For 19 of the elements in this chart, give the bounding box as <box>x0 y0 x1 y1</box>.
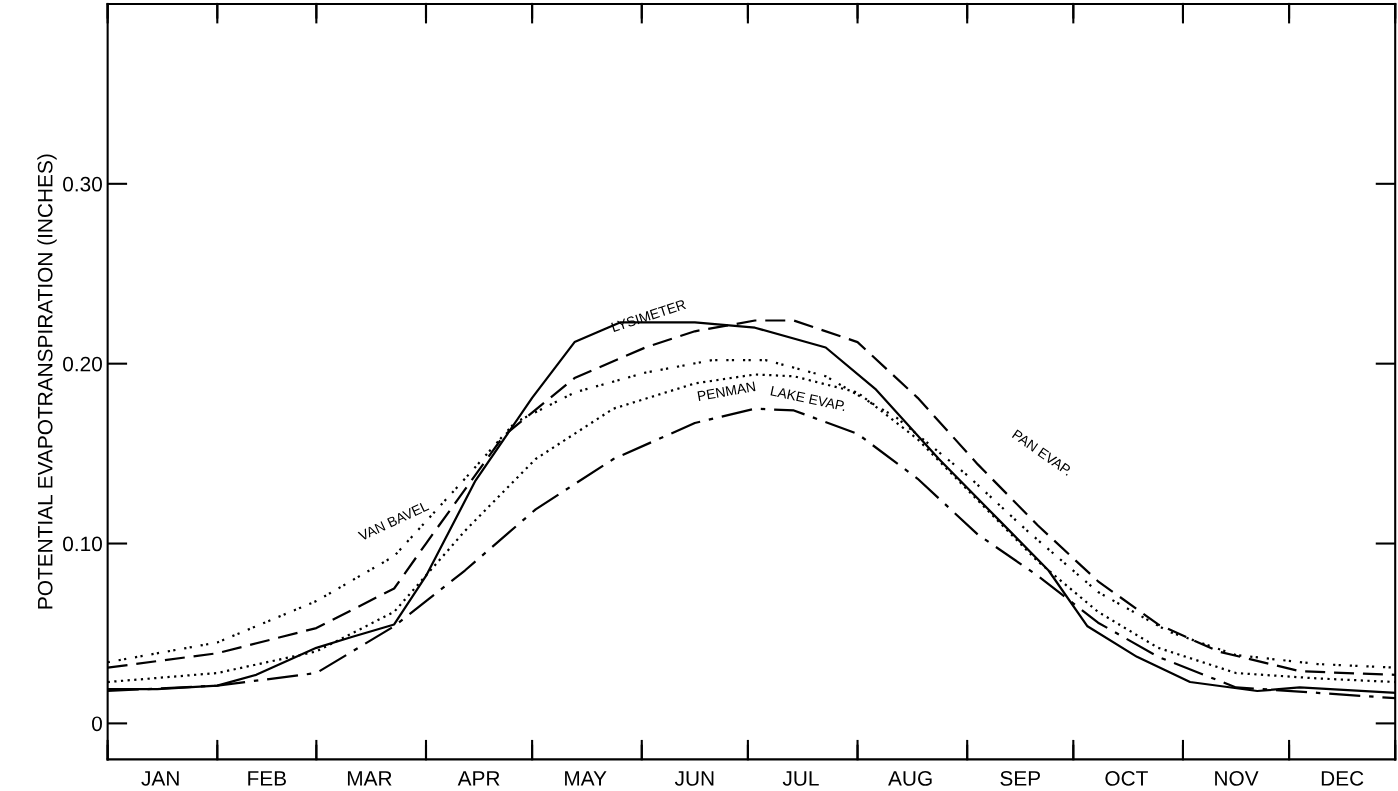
y-tick-label: 0.30 <box>63 176 102 192</box>
x-tick-label: JUL <box>782 771 819 786</box>
y-axis-title: POTENTIAL EVAPOTRANSPIRATION (INCHES) <box>37 154 57 609</box>
text: PENMAN <box>697 381 756 401</box>
x-tick-label: JUN <box>674 771 714 786</box>
x-tick-label: FEB <box>248 771 286 786</box>
x-tick-label: JAN <box>141 771 179 786</box>
x-tick-label: AUG <box>888 771 932 786</box>
y-tick-label: 0.10 <box>63 536 102 552</box>
x-tick-label: MAR <box>347 771 392 786</box>
y-tick-label: 0 <box>92 716 102 732</box>
x-tick-label: APR <box>457 771 500 786</box>
x-tick-label: MAY <box>565 771 607 786</box>
x-tick-label: NOV <box>1215 771 1259 786</box>
text: LAKE EVAP. <box>770 385 846 411</box>
y-tick-label: 0.20 <box>63 356 102 372</box>
x-tick-label: SEP <box>1000 771 1040 786</box>
x-tick-label: DEC <box>1321 771 1364 786</box>
x-tick-label: OCT <box>1105 771 1148 786</box>
